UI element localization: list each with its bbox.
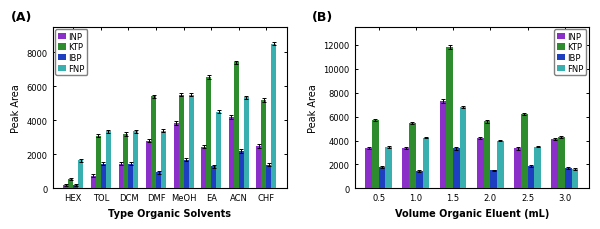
Bar (534, 147, 541, 189)
Bar (266, 165, 271, 189)
Bar (490, 171, 497, 189)
Bar (64, 185, 68, 189)
Legend: INP, KTP, IBP, FNP: INP, KTP, IBP, FNP (55, 30, 88, 76)
Y-axis label: Peak Area: Peak Area (11, 84, 21, 132)
Bar (477, 139, 484, 189)
Bar (409, 124, 416, 189)
Bar (262, 101, 266, 189)
Bar (119, 164, 124, 189)
Bar (527, 166, 534, 189)
Text: (B): (B) (313, 11, 334, 24)
Bar (101, 164, 106, 189)
Bar (365, 148, 372, 189)
Bar (201, 147, 206, 189)
Bar (151, 97, 156, 189)
Bar (551, 139, 558, 189)
Bar (416, 171, 422, 189)
Bar (460, 107, 466, 189)
Bar (73, 185, 78, 189)
Bar (188, 95, 194, 189)
Bar (124, 134, 128, 189)
Bar (229, 117, 234, 189)
Bar (239, 151, 244, 189)
Bar (372, 121, 379, 189)
Bar (484, 122, 490, 189)
Bar (211, 167, 216, 189)
Bar (403, 148, 409, 189)
Bar (96, 136, 101, 189)
Bar (78, 161, 83, 189)
Bar (156, 172, 161, 189)
Bar (128, 164, 133, 189)
Text: (A): (A) (10, 11, 32, 24)
X-axis label: Volume Organic Eluent (mL): Volume Organic Eluent (mL) (395, 208, 549, 218)
Bar (453, 149, 460, 189)
Bar (446, 48, 453, 189)
Bar (244, 98, 249, 189)
Bar (572, 169, 578, 189)
Legend: INP, KTP, IBP, FNP: INP, KTP, IBP, FNP (554, 30, 586, 76)
Bar (133, 132, 139, 189)
X-axis label: Type Organic Solvents: Type Organic Solvents (109, 208, 232, 218)
Bar (174, 123, 179, 189)
Bar (256, 146, 262, 189)
Bar (565, 168, 572, 189)
Bar (497, 141, 504, 189)
Bar (184, 160, 188, 189)
Bar (161, 131, 166, 189)
Bar (91, 176, 96, 189)
Bar (216, 112, 221, 189)
Bar (422, 138, 429, 189)
Bar (271, 44, 277, 189)
Bar (106, 132, 111, 189)
Bar (440, 101, 446, 189)
Bar (385, 147, 392, 189)
Bar (379, 167, 385, 189)
Bar (68, 179, 73, 189)
Y-axis label: Peak Area: Peak Area (308, 84, 318, 132)
Bar (206, 78, 211, 189)
Bar (146, 141, 151, 189)
Bar (179, 95, 184, 189)
Bar (558, 137, 565, 189)
Bar (234, 63, 239, 189)
Bar (521, 115, 527, 189)
Bar (514, 149, 521, 189)
